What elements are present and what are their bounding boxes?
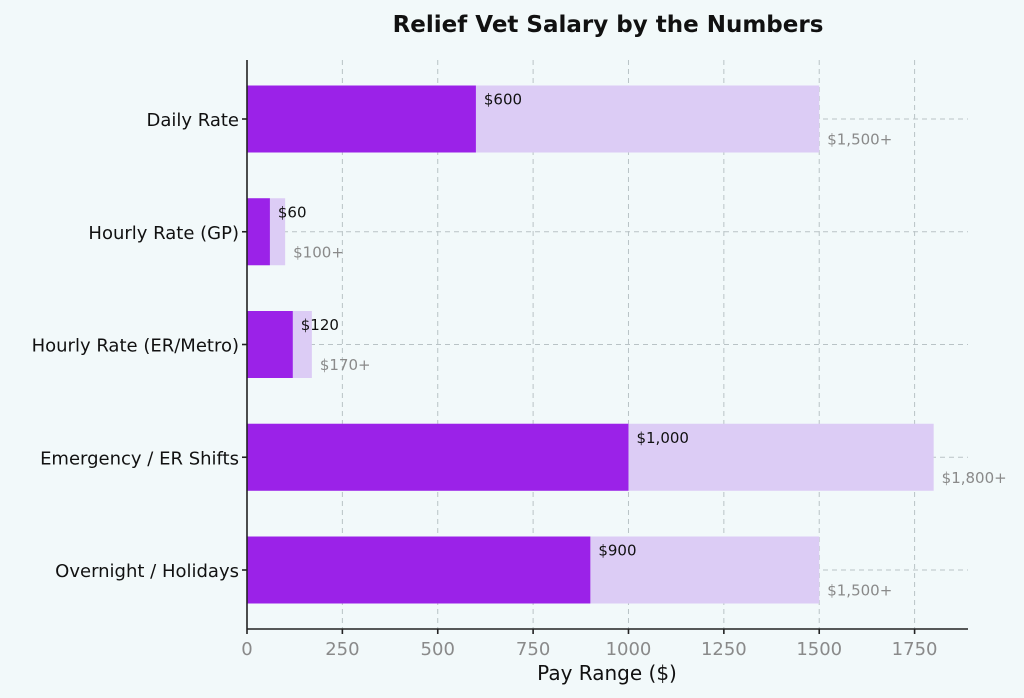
x-tick-label: 0 xyxy=(241,639,252,660)
bar-min xyxy=(247,536,591,604)
category-label: Overnight / Holidays xyxy=(55,561,239,582)
x-axis-label: Pay Range ($) xyxy=(537,661,677,685)
min-value-label: $60 xyxy=(278,203,307,221)
max-value-label: $1,500+ xyxy=(827,131,892,149)
bar-min xyxy=(247,85,476,153)
category-label: Hourly Rate (ER/Metro) xyxy=(32,336,239,357)
bar-min xyxy=(247,423,629,491)
x-tick-label: 250 xyxy=(325,639,359,660)
x-tick-label: 1250 xyxy=(701,639,747,660)
min-value-label: $1,000 xyxy=(636,429,689,447)
min-value-label: $120 xyxy=(301,316,339,334)
max-value-label: $1,500+ xyxy=(827,582,892,600)
x-tick-label: 1750 xyxy=(892,639,938,660)
max-value-label: $170+ xyxy=(320,356,371,374)
label-layer: Daily Rate $600 $1,500+ Hourly Rate (GP) $60… xyxy=(32,91,1007,600)
min-value-label: $900 xyxy=(598,542,636,560)
category-label: Daily Rate xyxy=(146,110,239,131)
max-value-label: $1,800+ xyxy=(942,469,1007,487)
bar-layer xyxy=(247,85,934,604)
tick-layer: 0 250 500 750 1000 1250 1500 1750 xyxy=(241,118,938,660)
chart-title: Relief Vet Salary by the Numbers xyxy=(393,12,824,38)
bar-min xyxy=(247,311,293,378)
bar-min xyxy=(247,198,270,266)
category-label: Hourly Rate (GP) xyxy=(88,223,239,244)
x-tick-label: 1500 xyxy=(796,639,842,660)
min-value-label: $600 xyxy=(484,91,522,109)
category-label: Emergency / ER Shifts xyxy=(40,448,239,469)
x-tick-label: 750 xyxy=(516,639,550,660)
x-tick-label: 1000 xyxy=(606,639,652,660)
x-tick-label: 500 xyxy=(421,639,455,660)
max-value-label: $100+ xyxy=(293,243,344,261)
